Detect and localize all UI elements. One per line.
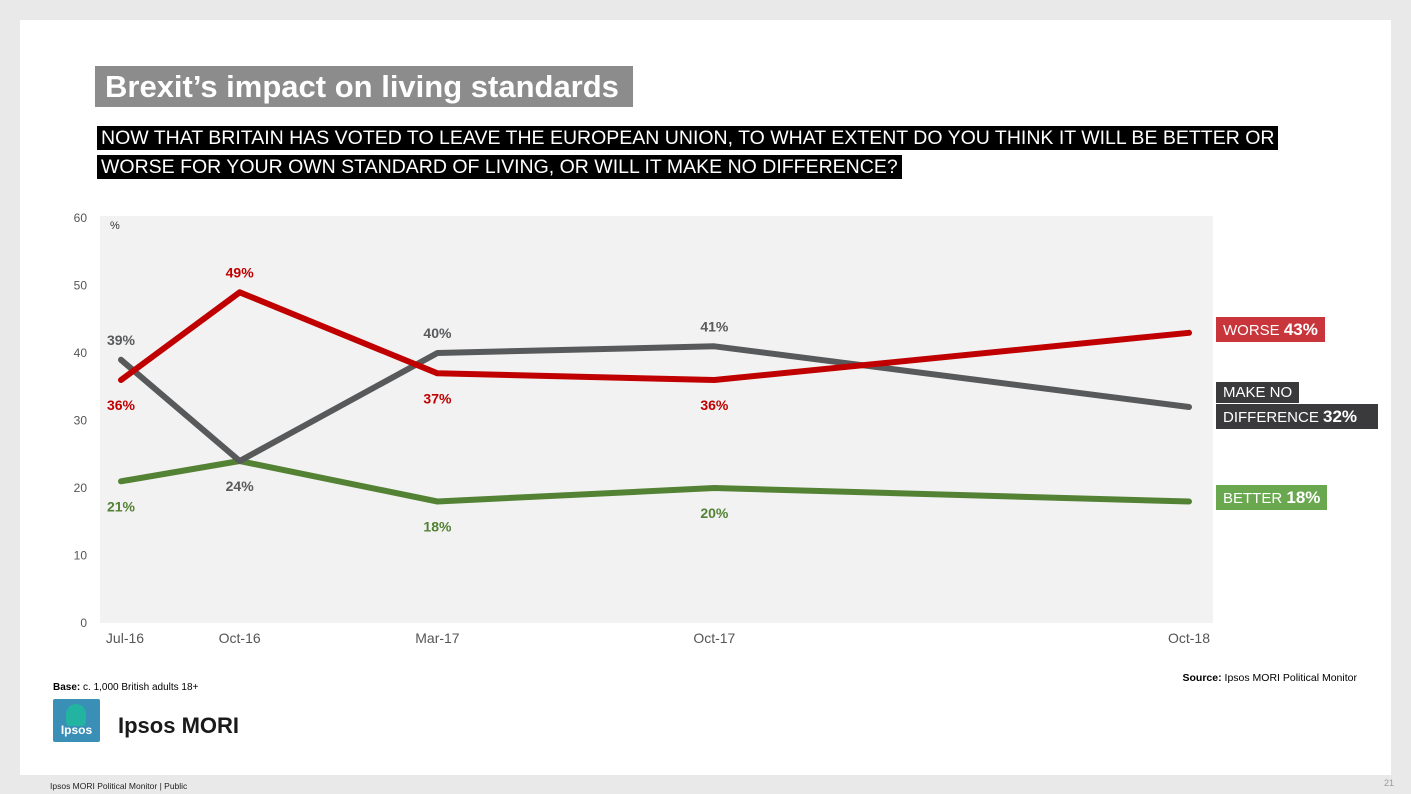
y-tick-label-0: 0 xyxy=(80,616,87,630)
footer-text: Ipsos MORI Political Monitor | Public xyxy=(50,781,188,791)
base-note: Base: c. 1,000 British adults 18+ xyxy=(53,682,198,693)
y-tick-label-60: 60 xyxy=(74,211,88,225)
no-difference-legend-label-line1: MAKE NO xyxy=(1216,382,1300,403)
slide-title: Brexit’s impact on living standards xyxy=(95,66,633,107)
no-difference-legend-text-1: MAKE NO xyxy=(1223,384,1293,401)
source-label: Source: xyxy=(1182,672,1222,684)
data-label-better-oct-17: 20% xyxy=(700,505,729,521)
page-number: 21 xyxy=(1383,778,1394,788)
y-unit-label: % xyxy=(110,220,120,232)
x-tick-label-oct-16: Oct-16 xyxy=(219,630,261,646)
y-tick-label-20: 20 xyxy=(74,481,88,495)
base-text: c. 1,000 British adults 18+ xyxy=(83,682,199,693)
data-label-better-jul-16: 21% xyxy=(107,498,136,514)
series-line-worse xyxy=(118,289,1192,383)
y-tick-label-10: 10 xyxy=(74,549,88,563)
base-label: Base: xyxy=(53,682,81,693)
x-tick-label-oct-18: Oct-18 xyxy=(1168,630,1210,646)
data-label-no-difference-mar-17: 40% xyxy=(423,325,452,341)
better-legend-text: BETTER xyxy=(1223,490,1283,507)
source-note: Source: Ipsos MORI Political Monitor xyxy=(1183,672,1357,684)
x-tick-label-oct-17: Oct-17 xyxy=(693,630,735,646)
ipsos-logo-text: Ipsos xyxy=(60,723,93,737)
better-legend-label: BETTER 18% xyxy=(1216,485,1328,510)
brand-name: Ipsos MORI xyxy=(118,713,240,738)
ipsos-logo: Ipsos xyxy=(53,699,100,742)
data-label-worse-oct-17: 36% xyxy=(700,397,729,413)
worse-legend-text: WORSE xyxy=(1223,322,1280,339)
survey-question: NOW THAT BRITAIN HAS VOTED TO LEAVE THE … xyxy=(97,124,1297,182)
y-tick-label-30: 30 xyxy=(74,414,88,428)
worse-legend-value: 43% xyxy=(1283,320,1318,339)
no-difference-legend-label-line2: DIFFERENCE 32% xyxy=(1216,404,1378,429)
data-label-worse-jul-16: 36% xyxy=(107,397,136,413)
ipsos-logo-icon xyxy=(66,704,86,726)
no-difference-legend-text-2: DIFFERENCE xyxy=(1223,409,1319,426)
series-line-better xyxy=(118,458,1192,505)
source-text: Ipsos MORI Political Monitor xyxy=(1224,672,1357,684)
data-label-no-difference-oct-16: 24% xyxy=(226,478,255,494)
no-difference-legend-value: 32% xyxy=(1323,407,1358,426)
worse-legend-label: WORSE 43% xyxy=(1216,317,1325,342)
data-label-no-difference-oct-17: 41% xyxy=(700,318,729,334)
y-tick-label-40: 40 xyxy=(74,346,88,360)
x-tick-label-mar-17: Mar-17 xyxy=(415,630,460,646)
data-label-better-mar-17: 18% xyxy=(423,519,452,535)
data-label-no-difference-jul-16: 39% xyxy=(107,332,136,348)
x-tick-label-jul-16: Jul-16 xyxy=(106,630,144,646)
better-legend-value: 18% xyxy=(1286,488,1321,507)
plot-area xyxy=(100,216,1213,623)
data-label-worse-mar-17: 37% xyxy=(423,390,452,406)
data-label-worse-oct-16: 49% xyxy=(226,264,255,280)
y-tick-label-50: 50 xyxy=(74,279,88,293)
